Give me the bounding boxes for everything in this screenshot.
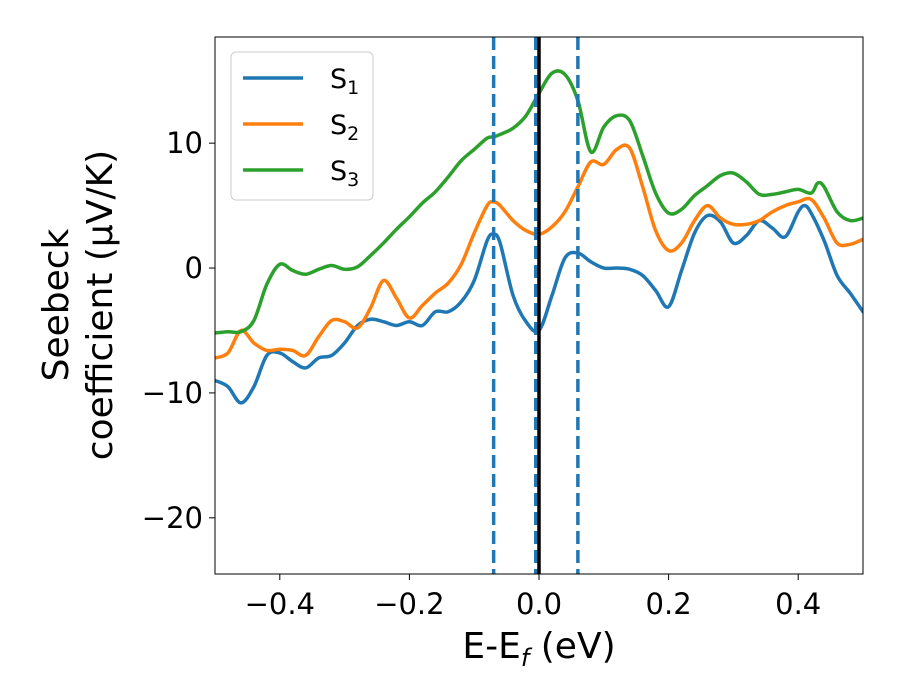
y-tick-label: 0 [185,251,203,285]
legend-box [230,51,374,201]
x-tick-label: −0.2 [374,587,444,621]
y-axis-label: Seebeck coefficient (μV/K) [36,150,121,460]
y-axis-ticks: −20 −10 0 10 [142,126,215,535]
y-axis-label-line2: coefficient (μV/K) [80,150,121,460]
vertical-lines [491,37,580,574]
legend-label-s1: S1 [330,64,359,99]
series-line-s2 [215,143,863,360]
legend-label-s2: S2 [330,110,359,145]
x-tick-label: 0.0 [516,587,562,621]
x-tick-label: 0.4 [775,587,821,621]
legend-label-s3: S3 [330,156,359,191]
y-tick-label: 10 [166,126,203,160]
x-axis-label: E-Ef (eV) [462,626,615,672]
y-tick-label: −20 [142,501,203,535]
x-tick-label: 0.2 [646,587,692,621]
legend: S1 S2 S3 [230,51,374,201]
y-axis-label-line1: Seebeck [36,228,77,381]
x-tick-label: −0.4 [245,587,315,621]
x-axis-ticks: −0.4 −0.2 0.0 0.2 0.4 [245,574,821,621]
y-tick-label: −10 [142,376,203,410]
